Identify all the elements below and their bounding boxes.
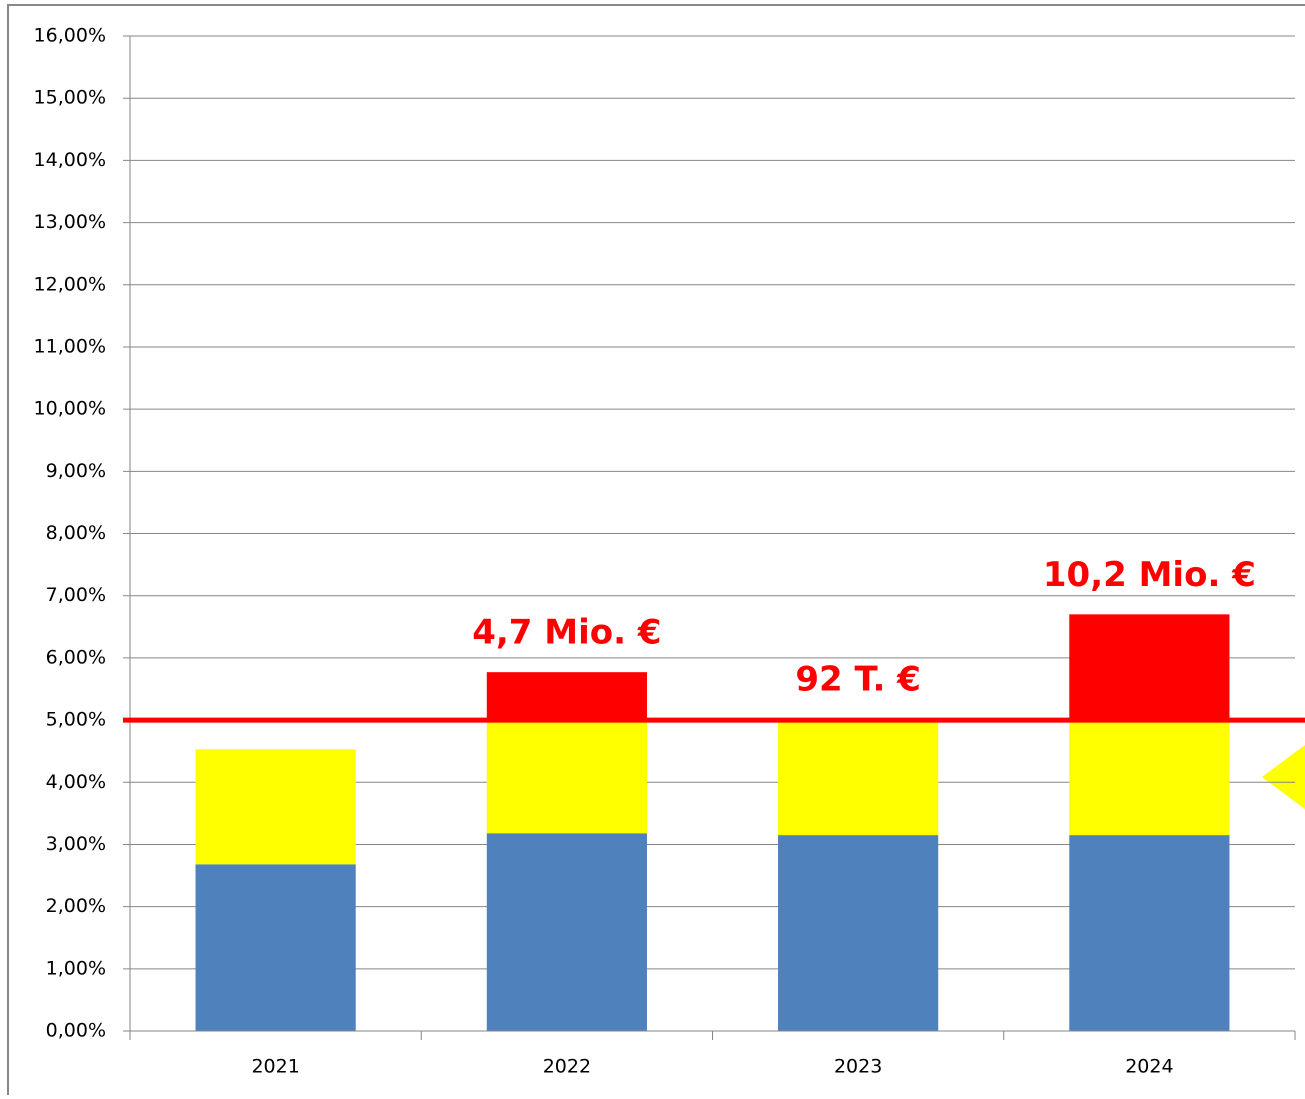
y-tick-label: 9,00% (46, 460, 106, 482)
x-tick-label: 2024 (1125, 1056, 1173, 1078)
chart-frame (7, 4, 1305, 1099)
bar-segment (1069, 614, 1230, 721)
y-tick-label: 0,00% (46, 1020, 106, 1042)
y-tick-label: 1,00% (46, 957, 106, 979)
y-tick-label: 16,00% (34, 25, 106, 47)
y-tick-label: 3,00% (46, 833, 106, 855)
bar-segment (486, 833, 647, 1031)
y-tick-label: 7,00% (46, 584, 106, 606)
y-tick-label: 8,00% (46, 522, 106, 544)
y-tick-label: 14,00% (34, 149, 106, 171)
y-tick-label: 4,00% (46, 771, 106, 793)
annotation: 92 T. € (795, 659, 921, 699)
bar-segment (778, 835, 939, 1031)
bar-segment (195, 749, 356, 865)
bar-segment (778, 718, 939, 836)
bar-segment (486, 718, 647, 834)
x-tick-label: 2022 (543, 1056, 591, 1078)
bar-segment (195, 864, 356, 1031)
x-tick-label: 2021 (251, 1056, 299, 1078)
x-tick-label: 2023 (834, 1056, 882, 1078)
bar-segment (486, 672, 647, 719)
y-tick-label: 2,00% (46, 895, 106, 917)
bar-segment (1069, 835, 1230, 1031)
y-tick-label: 15,00% (34, 87, 106, 109)
bar-segment (1069, 720, 1230, 836)
y-tick-label: 5,00% (46, 709, 106, 731)
annotation: 10,2 Mio. € (1043, 555, 1256, 595)
annotation: 4,7 Mio. € (472, 613, 661, 653)
y-tick-label: 6,00% (46, 646, 106, 668)
y-tick-label: 13,00% (34, 211, 106, 233)
y-tick-label: 12,00% (34, 273, 106, 295)
arrow-icon (1262, 745, 1305, 809)
y-tick-label: 11,00% (34, 335, 106, 357)
y-tick-label: 10,00% (34, 398, 106, 420)
